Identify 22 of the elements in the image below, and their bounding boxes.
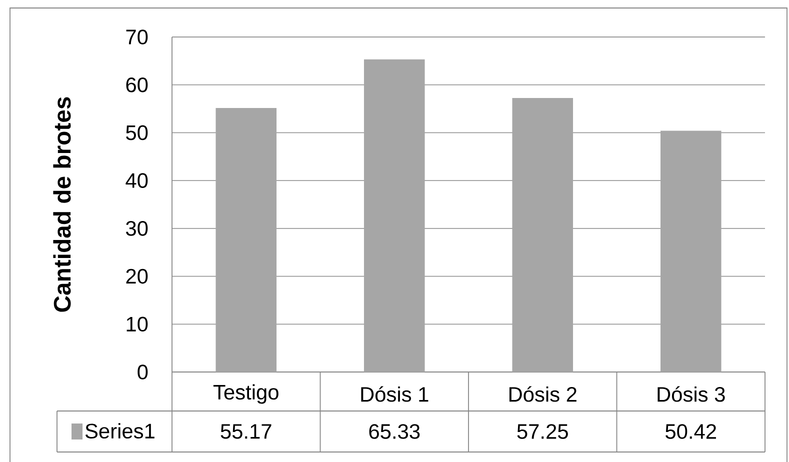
x-tick-label: Dósis 1 <box>361 386 428 402</box>
y-tick-label: 50 <box>126 125 148 140</box>
data-label: 55.17 <box>220 424 272 439</box>
x-tick-label: Testigo <box>213 384 278 404</box>
bar <box>512 98 574 372</box>
data-label: 65.33 <box>369 424 420 439</box>
bar <box>364 59 425 372</box>
y-tick-label: 0 <box>138 364 148 380</box>
data-label: 50.42 <box>666 424 716 439</box>
bar <box>216 108 277 372</box>
legend-label: Series1 <box>85 423 154 439</box>
x-tick-label: Dósis 2 <box>509 386 576 402</box>
x-tick-label: Dósis 3 <box>658 386 725 402</box>
y-axis-title: Cantidad de brotes <box>53 97 71 312</box>
y-tick-label: 20 <box>126 268 148 284</box>
y-tick-label: 30 <box>126 221 148 236</box>
y-tick-label: 10 <box>126 316 148 332</box>
y-tick-label: 40 <box>126 173 148 188</box>
data-label: 57.25 <box>517 424 568 439</box>
bar <box>660 130 722 372</box>
y-tick-label: 70 <box>126 30 148 44</box>
y-tick-label: 60 <box>126 77 148 92</box>
